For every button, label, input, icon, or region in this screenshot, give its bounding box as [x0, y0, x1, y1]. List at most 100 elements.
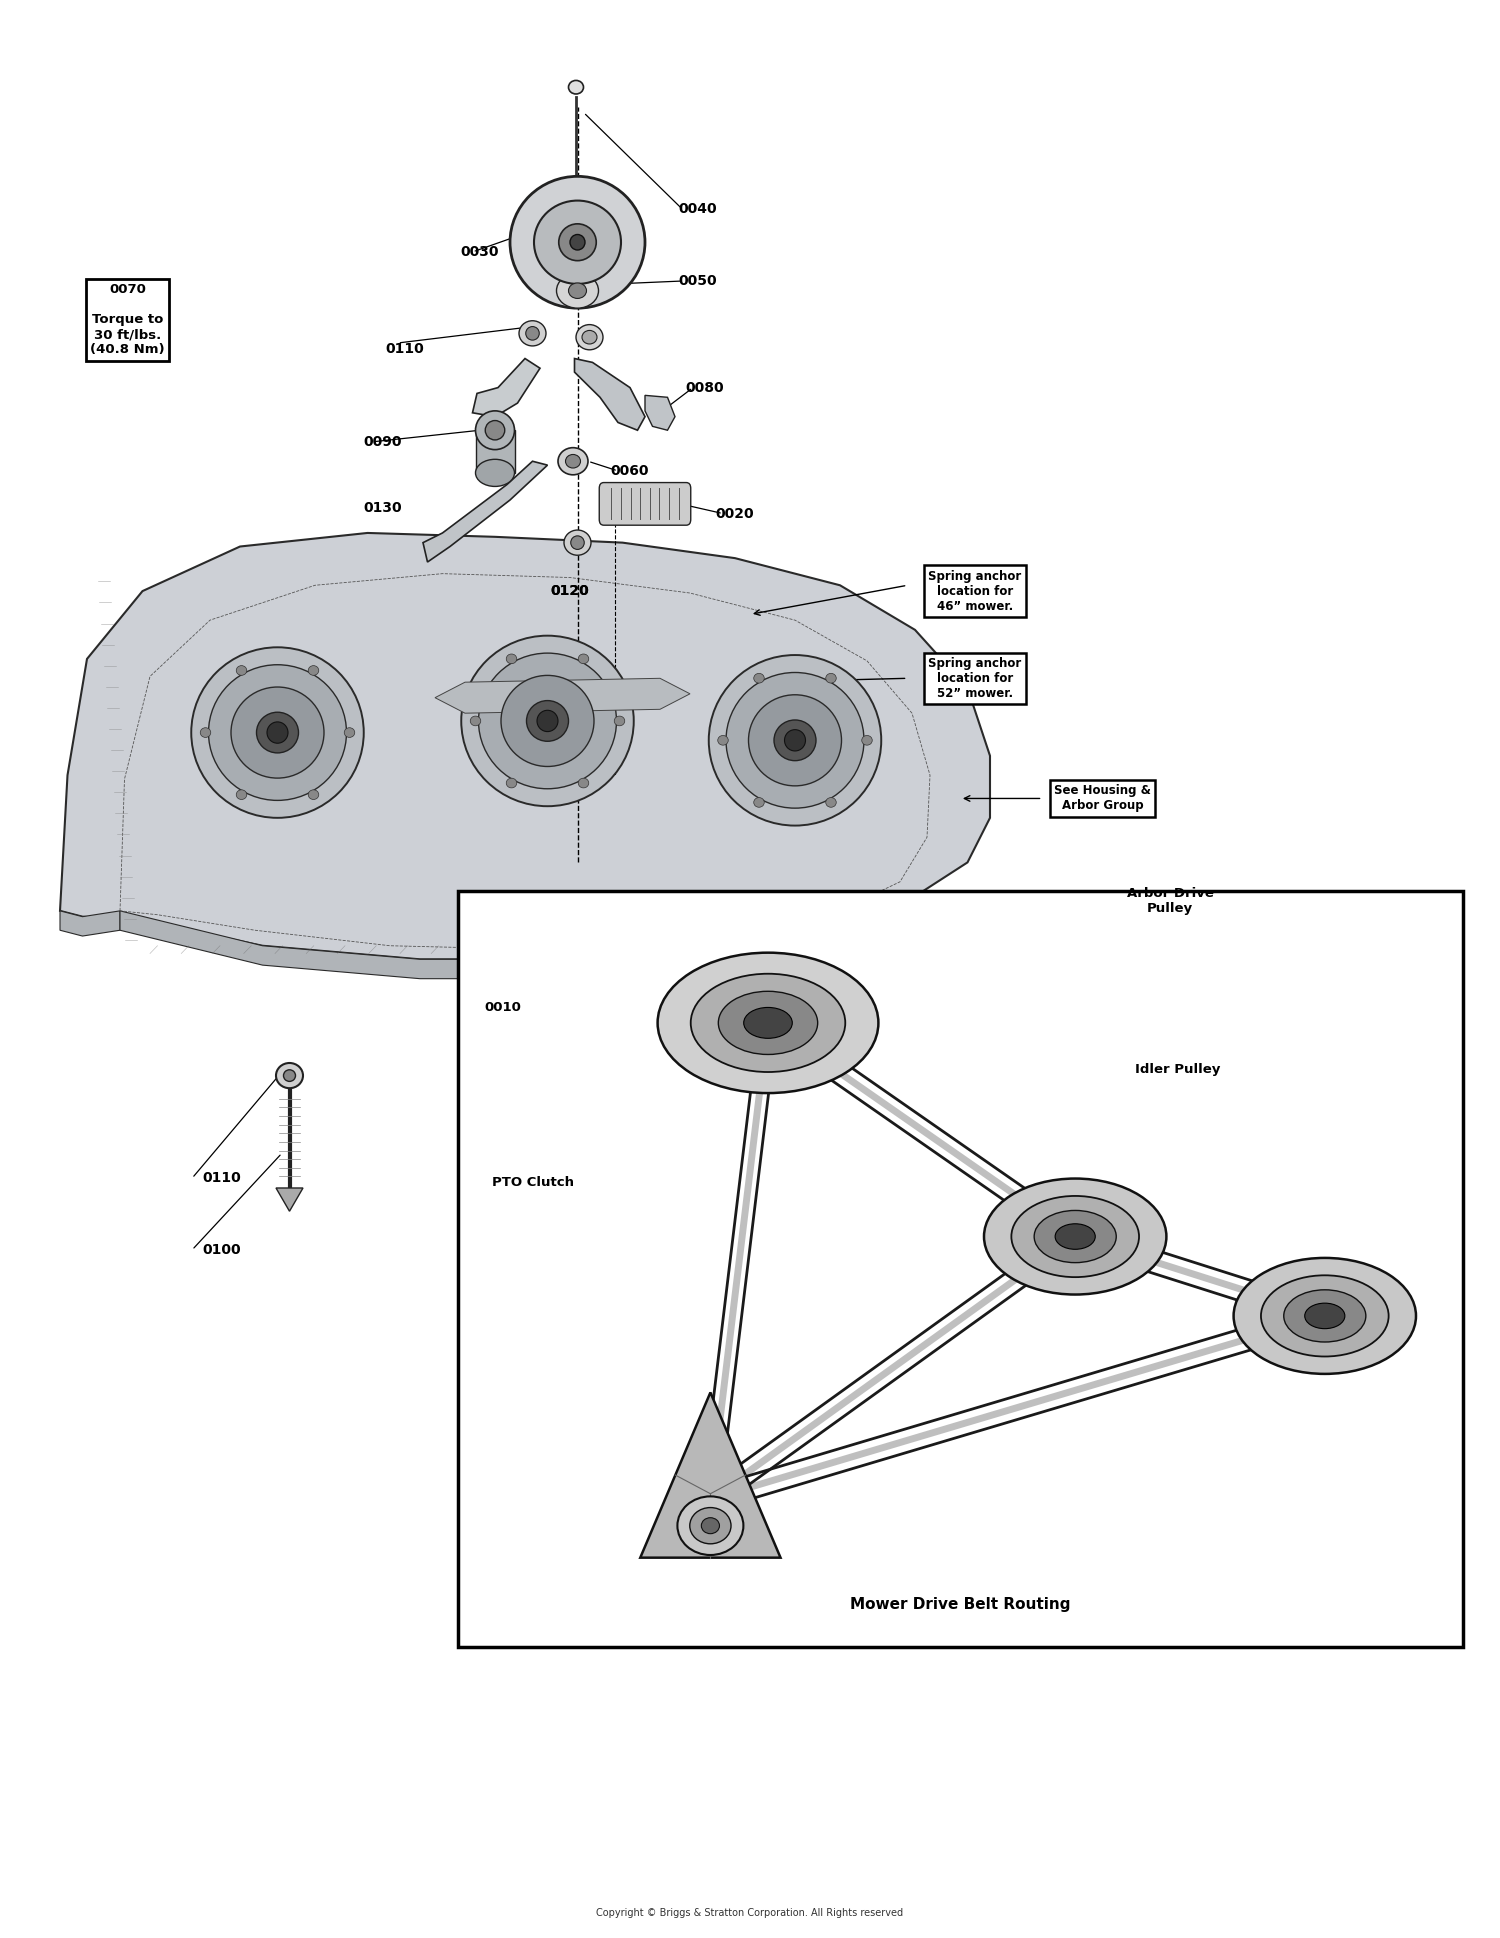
Text: Arbor Drive
Pulley: Arbor Drive Pulley	[1126, 888, 1214, 915]
Ellipse shape	[519, 322, 546, 347]
Ellipse shape	[566, 455, 580, 469]
Ellipse shape	[209, 665, 346, 800]
Polygon shape	[60, 911, 120, 936]
Ellipse shape	[476, 411, 514, 450]
Text: 0090: 0090	[363, 434, 402, 450]
Polygon shape	[645, 395, 675, 430]
Ellipse shape	[579, 653, 588, 663]
Text: 0110: 0110	[386, 341, 424, 357]
Text: Idler Pulley: Idler Pulley	[1136, 1064, 1220, 1076]
Text: See Housing &
Arbor Group: See Housing & Arbor Group	[1054, 785, 1150, 812]
Ellipse shape	[534, 202, 621, 285]
Ellipse shape	[309, 665, 320, 674]
Ellipse shape	[726, 672, 864, 808]
Ellipse shape	[784, 731, 806, 752]
Ellipse shape	[1233, 1258, 1416, 1374]
Text: 0080: 0080	[686, 380, 724, 395]
Ellipse shape	[284, 1070, 296, 1081]
Ellipse shape	[476, 459, 514, 486]
Text: 0030: 0030	[460, 244, 500, 260]
Ellipse shape	[1284, 1291, 1366, 1341]
Text: 0010: 0010	[484, 1002, 520, 1014]
Ellipse shape	[506, 779, 516, 789]
Ellipse shape	[267, 723, 288, 744]
Text: 0130: 0130	[363, 500, 402, 516]
Text: 0070

Torque to
30 ft/lbs.
(40.8 Nm): 0070 Torque to 30 ft/lbs. (40.8 Nm)	[90, 283, 165, 357]
Polygon shape	[574, 359, 645, 430]
Ellipse shape	[678, 1496, 744, 1554]
Text: 0110: 0110	[202, 1171, 242, 1186]
Ellipse shape	[861, 736, 873, 746]
Ellipse shape	[462, 636, 633, 806]
Ellipse shape	[744, 1008, 792, 1039]
Ellipse shape	[570, 537, 585, 550]
Ellipse shape	[256, 713, 298, 754]
Ellipse shape	[236, 791, 246, 800]
Ellipse shape	[568, 81, 584, 95]
Ellipse shape	[774, 721, 816, 762]
Ellipse shape	[753, 798, 764, 808]
Ellipse shape	[570, 234, 585, 250]
Polygon shape	[120, 911, 892, 979]
Ellipse shape	[1011, 1196, 1138, 1277]
Ellipse shape	[657, 953, 879, 1093]
Text: Mower Drive Belt Routing: Mower Drive Belt Routing	[849, 1597, 1071, 1612]
Ellipse shape	[237, 665, 246, 674]
Ellipse shape	[748, 696, 842, 787]
Text: 0060: 0060	[610, 463, 650, 479]
Ellipse shape	[276, 1064, 303, 1089]
Text: 0100: 0100	[202, 1242, 242, 1258]
Polygon shape	[60, 533, 990, 959]
Text: Spring anchor
location for
52” mower.: Spring anchor location for 52” mower.	[928, 657, 1022, 700]
Text: 0050: 0050	[678, 273, 717, 289]
Ellipse shape	[201, 729, 210, 738]
FancyBboxPatch shape	[598, 483, 690, 525]
Polygon shape	[423, 461, 548, 562]
Ellipse shape	[1054, 1223, 1095, 1250]
Text: 0040: 0040	[678, 202, 717, 217]
Ellipse shape	[478, 653, 616, 789]
Ellipse shape	[231, 688, 324, 779]
Ellipse shape	[564, 529, 591, 556]
Ellipse shape	[537, 709, 558, 733]
Text: 0120: 0120	[550, 583, 590, 599]
Polygon shape	[476, 430, 514, 473]
Ellipse shape	[702, 1517, 720, 1533]
Ellipse shape	[568, 283, 586, 298]
Ellipse shape	[690, 973, 846, 1072]
Ellipse shape	[708, 655, 882, 826]
Polygon shape	[472, 359, 540, 417]
Text: PTO Clutch: PTO Clutch	[492, 1176, 573, 1188]
Text: 0120: 0120	[550, 583, 590, 599]
FancyBboxPatch shape	[458, 891, 1462, 1647]
Ellipse shape	[556, 273, 598, 308]
Ellipse shape	[471, 717, 480, 727]
Ellipse shape	[1262, 1275, 1389, 1357]
Ellipse shape	[558, 448, 588, 475]
Polygon shape	[435, 678, 690, 713]
Text: Spring anchor
location for
46” mower.: Spring anchor location for 46” mower.	[928, 570, 1022, 612]
Polygon shape	[640, 1391, 780, 1558]
Ellipse shape	[615, 717, 624, 727]
Ellipse shape	[501, 676, 594, 766]
Text: 0020: 0020	[716, 506, 754, 521]
Ellipse shape	[753, 672, 764, 682]
Ellipse shape	[576, 324, 603, 351]
Text: Copyright © Briggs & Stratton Corporation. All Rights reserved: Copyright © Briggs & Stratton Corporatio…	[597, 1907, 903, 1919]
Ellipse shape	[1305, 1302, 1346, 1329]
Ellipse shape	[718, 990, 818, 1054]
Ellipse shape	[717, 736, 729, 746]
Ellipse shape	[558, 225, 596, 262]
Ellipse shape	[192, 647, 363, 818]
Ellipse shape	[525, 328, 540, 341]
Ellipse shape	[578, 779, 588, 789]
Ellipse shape	[507, 653, 516, 663]
Ellipse shape	[526, 702, 568, 740]
Ellipse shape	[1034, 1211, 1116, 1264]
Ellipse shape	[825, 798, 837, 808]
Polygon shape	[276, 1188, 303, 1211]
Ellipse shape	[308, 791, 318, 800]
Ellipse shape	[825, 672, 837, 682]
Ellipse shape	[344, 729, 354, 738]
Ellipse shape	[690, 1508, 730, 1545]
